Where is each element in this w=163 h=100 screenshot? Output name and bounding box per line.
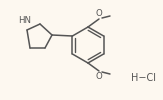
Text: O: O [96, 72, 102, 81]
Text: H−Cl: H−Cl [131, 73, 156, 83]
Text: HN: HN [18, 16, 31, 25]
Text: O: O [96, 9, 102, 18]
